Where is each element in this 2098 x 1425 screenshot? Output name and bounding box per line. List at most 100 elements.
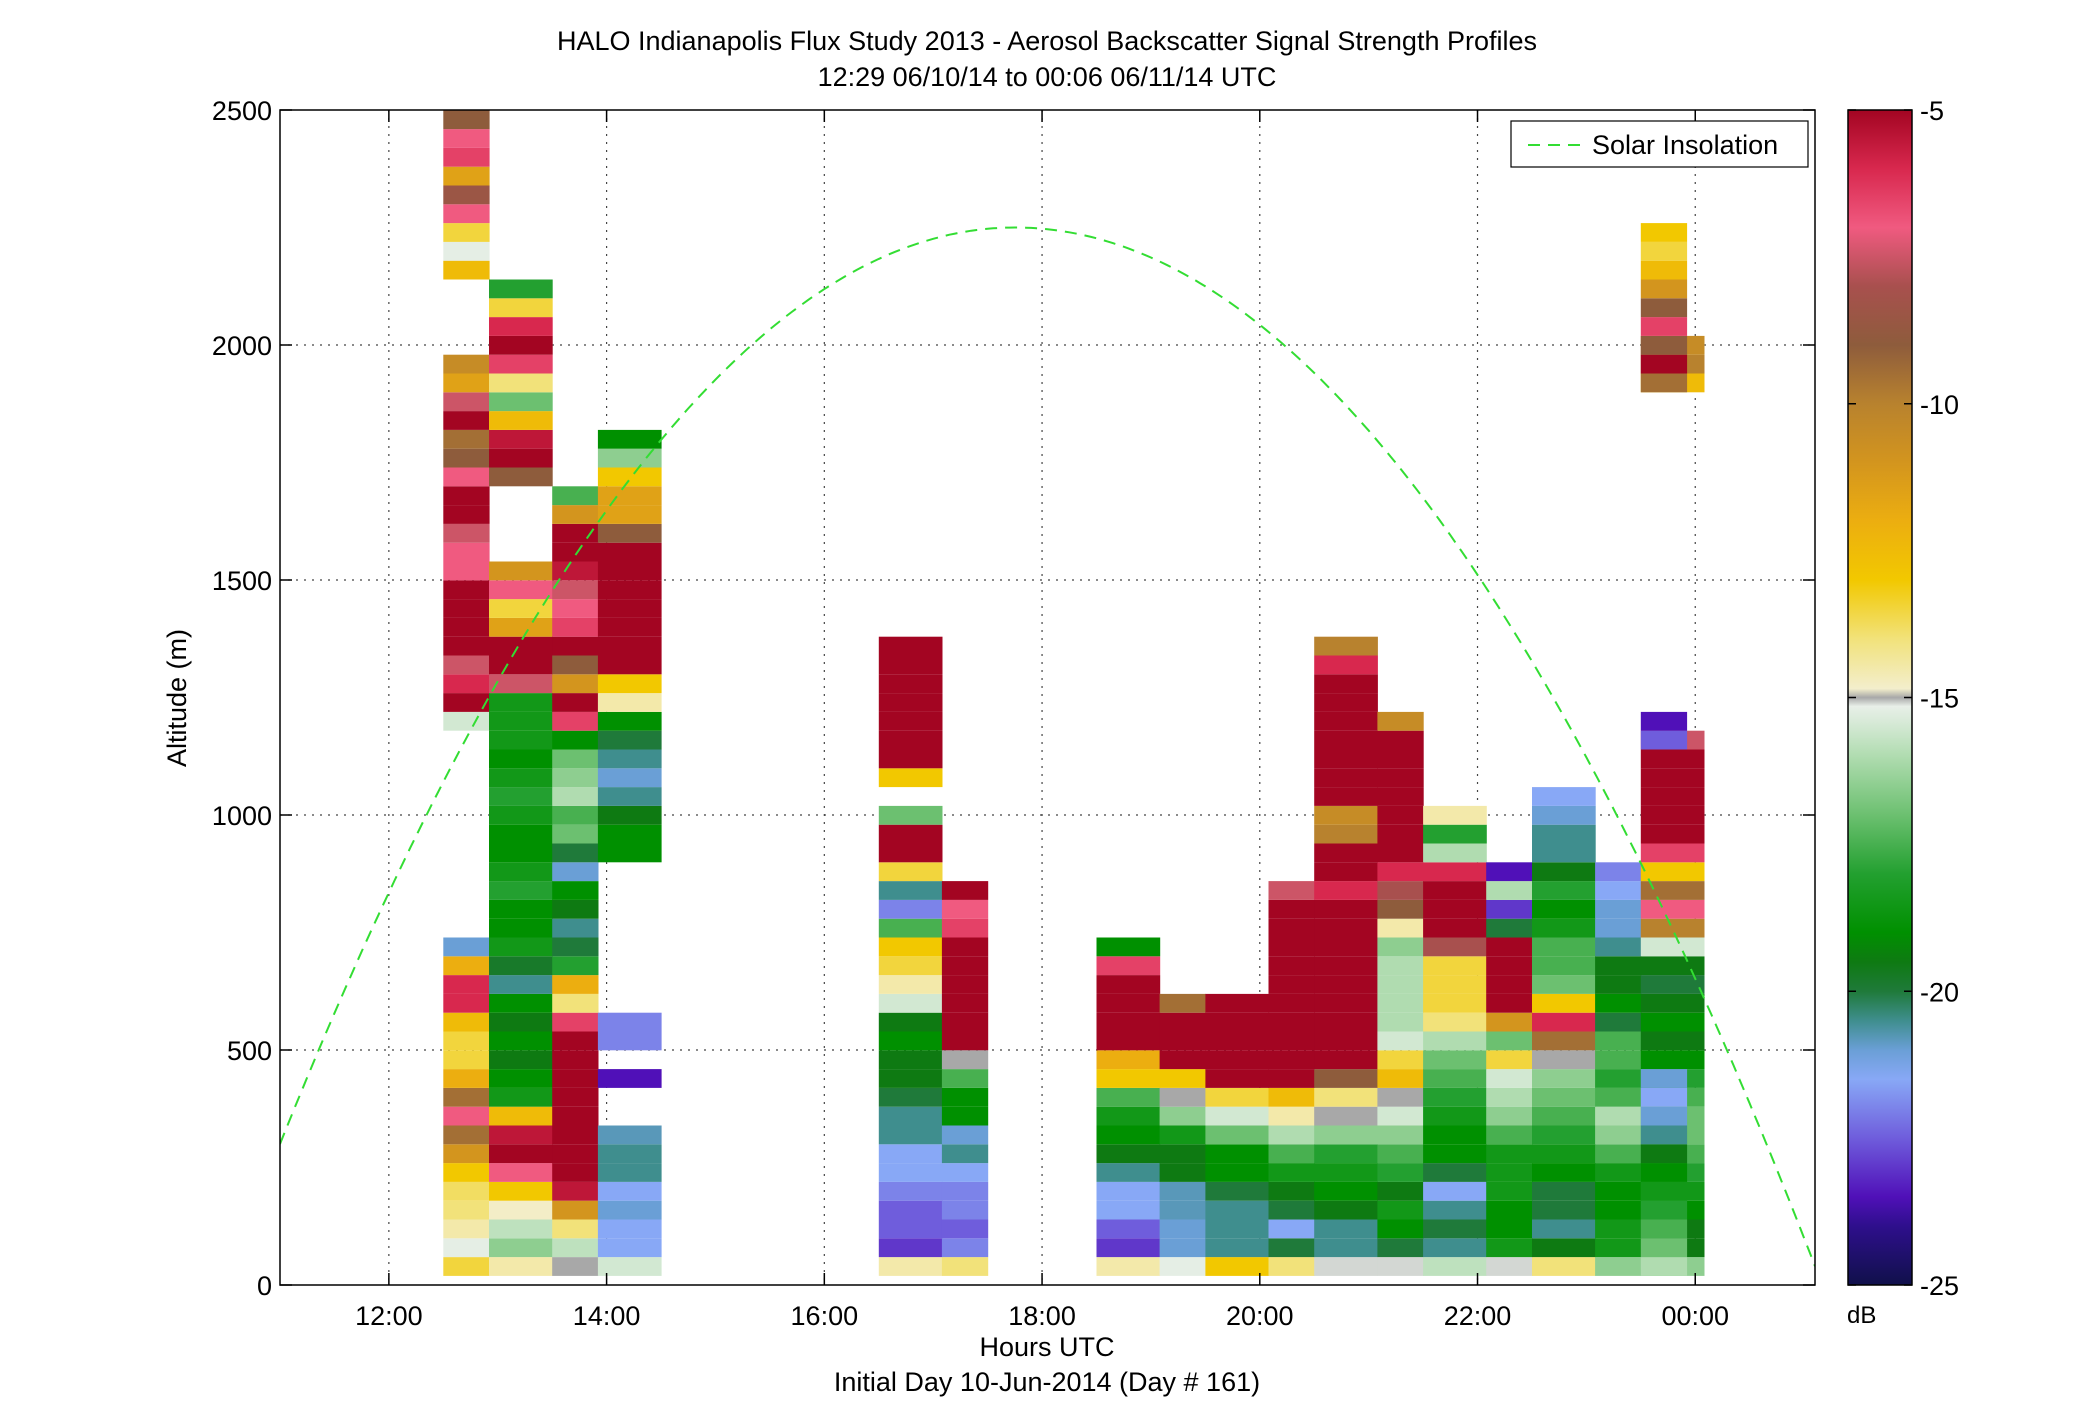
heatmap-cell xyxy=(878,1257,943,1276)
heatmap-cell xyxy=(1159,1163,1206,1182)
heatmap-cell xyxy=(1377,1087,1424,1107)
heatmap-cell xyxy=(489,580,553,600)
heatmap-cell xyxy=(489,1200,553,1220)
heatmap-cell xyxy=(489,655,553,675)
heatmap-cell xyxy=(941,993,989,1013)
heatmap-cell xyxy=(1268,918,1315,938)
heatmap-cell xyxy=(443,392,490,412)
heatmap-cell xyxy=(941,1257,989,1276)
heatmap-cell xyxy=(1205,1087,1270,1107)
colorbar-tick-label: -15 xyxy=(1920,684,1959,714)
heatmap-cell xyxy=(597,429,662,449)
y-tick-label: 0 xyxy=(257,1271,272,1301)
x-tick-label: 18:00 xyxy=(1008,1301,1076,1331)
heatmap-cell xyxy=(1640,956,1705,976)
heatmap-cell xyxy=(1423,1219,1487,1239)
heatmap-cell xyxy=(1486,1069,1533,1088)
heatmap-cell xyxy=(941,1125,989,1145)
heatmap-cell xyxy=(597,749,662,769)
heatmap-cell xyxy=(443,1087,490,1107)
heatmap-cell xyxy=(878,843,943,863)
heatmap-cell xyxy=(552,975,599,994)
heatmap-cell xyxy=(1640,1031,1705,1051)
heatmap-cell xyxy=(1486,1238,1533,1258)
heatmap-cell xyxy=(878,1200,943,1220)
heatmap-cell xyxy=(1096,1219,1161,1239)
heatmap-cell xyxy=(878,1050,943,1070)
heatmap-cells xyxy=(443,110,1705,1276)
heatmap-cell xyxy=(443,617,490,637)
heatmap-cell xyxy=(1640,223,1688,242)
heatmap-cell xyxy=(597,1031,662,1051)
heatmap-cell xyxy=(443,1050,490,1070)
heatmap-cell xyxy=(443,937,490,957)
heatmap-cell xyxy=(1486,1181,1533,1201)
heatmap-cell xyxy=(552,730,599,750)
heatmap-cell xyxy=(1423,1087,1487,1107)
heatmap-cell xyxy=(1268,1012,1315,1032)
heatmap-cell xyxy=(1377,1257,1424,1276)
heatmap-cell xyxy=(1640,1012,1705,1032)
heatmap-cell xyxy=(1532,862,1596,882)
heatmap-cell xyxy=(941,956,989,976)
heatmap-cell xyxy=(1377,1200,1424,1220)
colorbar-tick-label: -5 xyxy=(1920,96,1944,126)
heatmap-cell xyxy=(1377,1181,1424,1201)
heatmap-cell xyxy=(489,993,553,1013)
heatmap-cell xyxy=(1314,636,1378,656)
heatmap-cell xyxy=(552,899,599,919)
heatmap-cell xyxy=(1377,862,1424,882)
heatmap-cell xyxy=(443,1106,490,1126)
heatmap-cell xyxy=(1314,1031,1378,1051)
heatmap-cell xyxy=(597,580,662,600)
heatmap-cell xyxy=(1595,1163,1642,1182)
heatmap-cell xyxy=(1314,1012,1378,1032)
heatmap-cell xyxy=(489,1163,553,1182)
heatmap-cell xyxy=(443,373,490,393)
heatmap-cell xyxy=(1314,1181,1378,1201)
heatmap-cell xyxy=(1423,881,1487,900)
heatmap-cell xyxy=(489,1050,553,1070)
heatmap-cell xyxy=(489,298,553,318)
heatmap-cell xyxy=(1268,1050,1315,1070)
heatmap-cell xyxy=(1640,918,1705,938)
heatmap-cell xyxy=(443,110,490,130)
heatmap-cell xyxy=(1640,993,1705,1013)
heatmap-cell xyxy=(1486,975,1533,994)
heatmap-cell xyxy=(1640,1163,1688,1182)
heatmap-cell xyxy=(552,1012,599,1032)
heatmap-cell xyxy=(1159,1238,1206,1258)
heatmap-cell xyxy=(1640,1257,1688,1276)
heatmap-cell xyxy=(1205,1200,1270,1220)
heatmap-cell xyxy=(1268,1181,1315,1201)
heatmap-cell xyxy=(1314,730,1378,750)
heatmap-cell xyxy=(552,655,599,675)
heatmap-cell xyxy=(552,937,599,957)
heatmap-cell xyxy=(1532,1163,1596,1182)
heatmap-cell xyxy=(1640,1087,1688,1107)
heatmap-cell xyxy=(489,1125,553,1145)
heatmap-cell xyxy=(1314,655,1378,675)
heatmap-cell xyxy=(1532,1181,1596,1201)
heatmap-cell xyxy=(1423,1012,1487,1032)
heatmap-cell xyxy=(597,523,662,543)
heatmap-cell xyxy=(1532,787,1596,806)
heatmap-cell xyxy=(1486,1125,1533,1145)
heatmap-cell xyxy=(1314,1050,1378,1070)
heatmap-cell xyxy=(1314,975,1378,994)
heatmap-cell xyxy=(1423,1144,1487,1164)
x-tick-label: 22:00 xyxy=(1444,1301,1512,1331)
heatmap-cell xyxy=(941,1238,989,1258)
heatmap-cell xyxy=(597,599,662,618)
heatmap-cell xyxy=(1640,1125,1688,1145)
heatmap-cell xyxy=(1205,1163,1270,1182)
heatmap-cell xyxy=(552,505,599,524)
heatmap-cell xyxy=(1486,1050,1533,1070)
heatmap-cell xyxy=(1377,1106,1424,1126)
heatmap-cell xyxy=(1595,881,1642,900)
heatmap-cell xyxy=(443,1031,490,1051)
heatmap-cell xyxy=(1640,354,1688,374)
heatmap-cell xyxy=(1159,1069,1206,1088)
heatmap-cell xyxy=(1377,899,1424,919)
chart-title: HALO Indianapolis Flux Study 2013 - Aero… xyxy=(557,26,1537,56)
